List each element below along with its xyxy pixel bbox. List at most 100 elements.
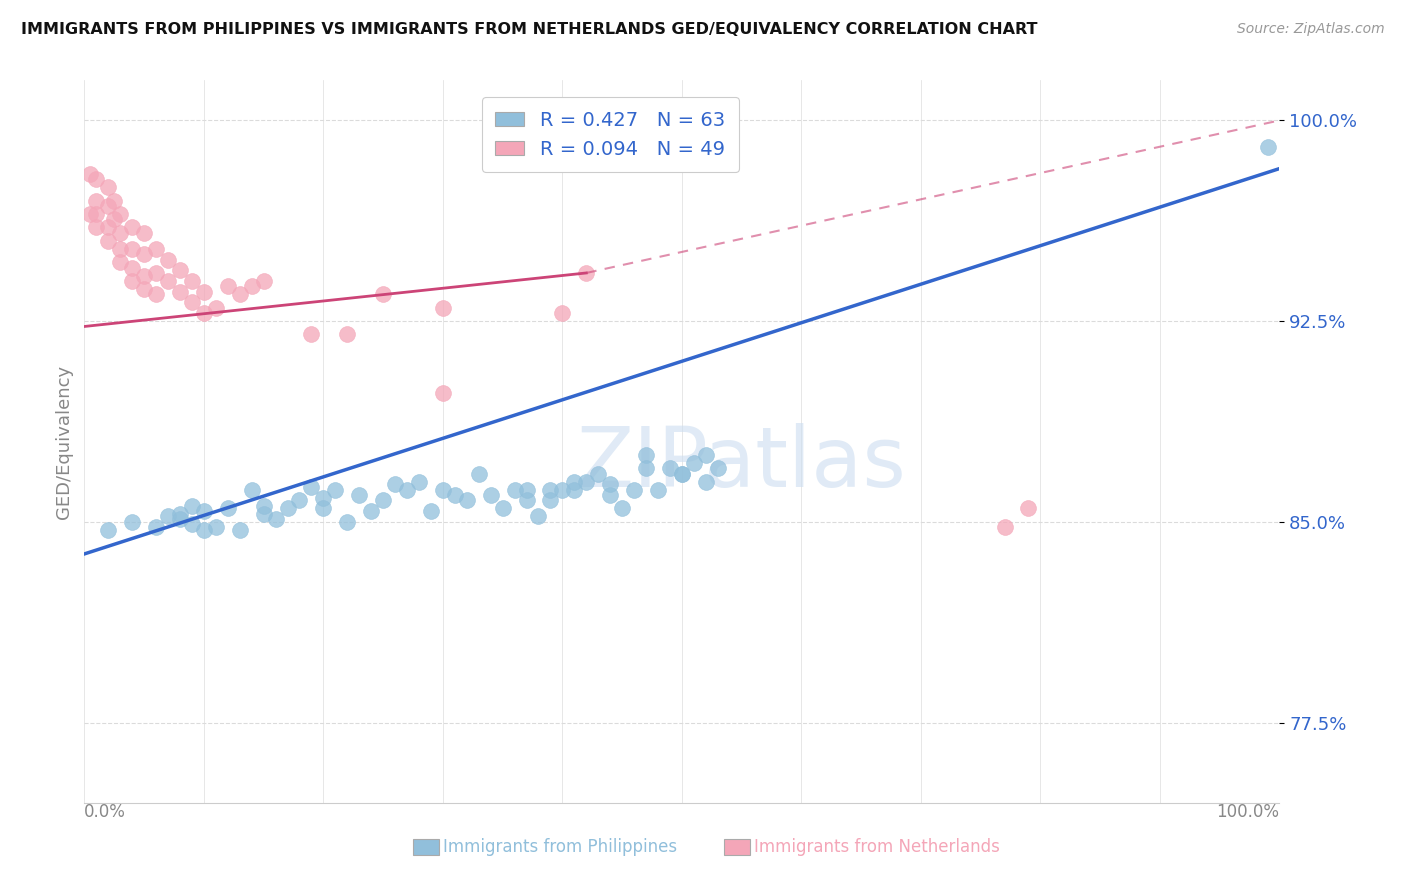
Point <box>671 467 693 481</box>
Point <box>145 242 167 256</box>
Point <box>456 493 478 508</box>
Point <box>145 266 167 280</box>
Point <box>599 488 621 502</box>
Point <box>86 194 108 208</box>
Point <box>217 279 239 293</box>
Point <box>193 285 215 299</box>
Point <box>240 279 263 293</box>
Point <box>229 523 252 537</box>
Point <box>181 499 204 513</box>
Point <box>432 301 454 315</box>
Point <box>86 207 108 221</box>
Point <box>181 274 204 288</box>
Point <box>288 493 311 508</box>
Point <box>253 507 276 521</box>
Point <box>695 475 717 489</box>
Point <box>110 207 132 221</box>
Point <box>1257 140 1279 154</box>
Legend: R = 0.427   N = 63, R = 0.094   N = 49: R = 0.427 N = 63, R = 0.094 N = 49 <box>482 97 738 172</box>
Point <box>551 483 574 497</box>
Point <box>253 499 276 513</box>
Point <box>492 501 515 516</box>
Point <box>516 493 538 508</box>
Point <box>312 491 335 505</box>
Point <box>564 483 586 497</box>
Point <box>121 220 143 235</box>
Point <box>205 301 228 315</box>
Point <box>79 167 101 181</box>
Point <box>86 172 108 186</box>
Point <box>277 501 299 516</box>
Point <box>103 194 125 208</box>
Point <box>169 263 191 277</box>
Text: Immigrants from Netherlands: Immigrants from Netherlands <box>754 838 1000 855</box>
Y-axis label: GED/Equivalency: GED/Equivalency <box>55 365 73 518</box>
Point <box>121 260 143 275</box>
Point <box>103 212 125 227</box>
Point <box>193 504 215 518</box>
Point <box>157 252 180 267</box>
Point <box>312 501 335 516</box>
Point <box>336 327 359 342</box>
Point <box>647 483 669 497</box>
Point <box>336 515 359 529</box>
Point <box>659 461 682 475</box>
Point <box>588 467 610 481</box>
Point <box>384 477 406 491</box>
Point <box>132 247 156 261</box>
Point <box>301 327 323 342</box>
Point <box>79 207 101 221</box>
Text: 100.0%: 100.0% <box>1216 803 1279 821</box>
Point <box>97 234 120 248</box>
Point <box>636 448 658 462</box>
Point <box>396 483 419 497</box>
Point <box>110 226 132 240</box>
Point <box>181 295 204 310</box>
Text: IMMIGRANTS FROM PHILIPPINES VS IMMIGRANTS FROM NETHERLANDS GED/EQUIVALENCY CORRE: IMMIGRANTS FROM PHILIPPINES VS IMMIGRANT… <box>21 22 1038 37</box>
Point <box>181 517 204 532</box>
Point <box>994 520 1017 534</box>
Point <box>1018 501 1040 516</box>
Point <box>349 488 371 502</box>
Point <box>301 480 323 494</box>
Bar <box>724 838 749 855</box>
Point <box>240 483 263 497</box>
Point <box>110 242 132 256</box>
Text: ZIPatlas: ZIPatlas <box>576 423 907 504</box>
Point <box>432 386 454 401</box>
Point <box>193 306 215 320</box>
Point <box>169 512 191 526</box>
Point <box>132 226 156 240</box>
Point <box>468 467 491 481</box>
Point <box>157 509 180 524</box>
Point <box>121 242 143 256</box>
Point <box>432 483 454 497</box>
Text: 0.0%: 0.0% <box>84 803 127 821</box>
Bar <box>413 838 439 855</box>
Point <box>373 493 395 508</box>
Point <box>157 274 180 288</box>
Point <box>420 504 443 518</box>
Point <box>599 477 621 491</box>
Point <box>683 456 706 470</box>
Point <box>97 220 120 235</box>
Point <box>564 475 586 489</box>
Point <box>132 268 156 283</box>
Point <box>169 285 191 299</box>
Text: Source: ZipAtlas.com: Source: ZipAtlas.com <box>1237 22 1385 37</box>
Point <box>217 501 239 516</box>
Point <box>444 488 467 502</box>
Point <box>253 274 276 288</box>
Point <box>695 448 717 462</box>
Point <box>540 493 562 508</box>
Point <box>97 180 120 194</box>
Point <box>121 274 143 288</box>
Point <box>503 483 526 497</box>
Text: Immigrants from Philippines: Immigrants from Philippines <box>443 838 678 855</box>
Point <box>121 515 143 529</box>
Point <box>636 461 658 475</box>
Point <box>540 483 562 497</box>
Point <box>97 523 120 537</box>
Point <box>527 509 550 524</box>
Point <box>408 475 430 489</box>
